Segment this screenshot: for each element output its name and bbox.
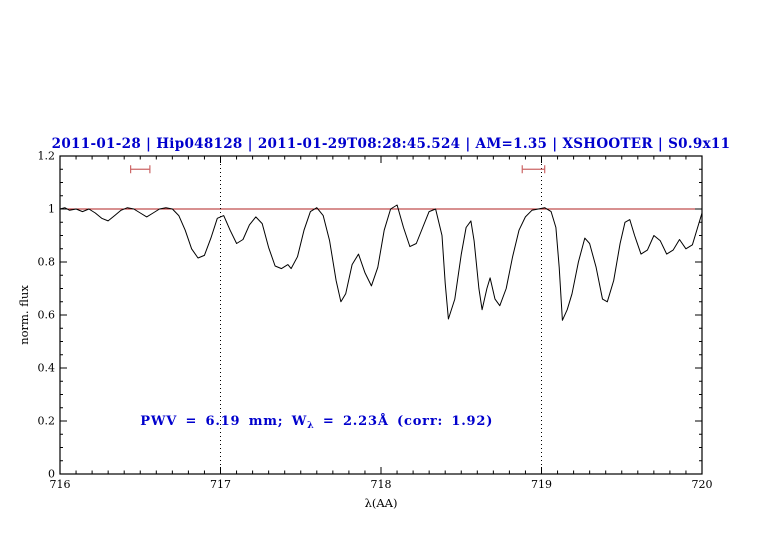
- y-tick-label: 0.6: [38, 309, 56, 322]
- x-tick-label: 716: [50, 478, 71, 491]
- pwv-annotation-suffix: = 2.23Å (corr: 1.92): [315, 413, 494, 429]
- band-marker: [130, 165, 151, 174]
- plot-title: 2011-01-28 | Hip048128 | 2011-01-29T08:2…: [52, 136, 731, 152]
- x-tick-label: 720: [692, 478, 713, 491]
- x-tick-label: 717: [210, 478, 231, 491]
- spectrum-series: [59, 204, 703, 321]
- y-tick-label: 0.8: [38, 256, 56, 269]
- y-tick-label: 1.2: [38, 150, 56, 163]
- pwv-annotation-prefix: PWV = 6.19 mm; W: [140, 414, 307, 429]
- reference-lines: [60, 156, 702, 474]
- y-tick-label: 1: [48, 203, 55, 216]
- y-tick-label: 0.4: [38, 362, 56, 375]
- pwv-annotation-subscript: λ: [307, 420, 314, 431]
- axis-ticks: 716 717 718 719 720 0 0.2 0.4 0.6 0.8 1 1.2: [38, 150, 713, 492]
- x-axis-label: λ(AA): [365, 496, 398, 510]
- y-tick-label: 0: [48, 468, 55, 481]
- band-markers: [130, 165, 546, 174]
- spectrum-line: [59, 204, 703, 321]
- x-tick-label: 719: [531, 478, 552, 491]
- band-marker: [521, 165, 546, 174]
- y-tick-label: 0.2: [38, 415, 56, 428]
- pwv-annotation: PWV = 6.19 mm; Wλ = 2.23Å (corr: 1.92): [140, 413, 493, 431]
- y-axis-label: norm. flux: [17, 285, 31, 345]
- x-tick-label: 718: [371, 478, 392, 491]
